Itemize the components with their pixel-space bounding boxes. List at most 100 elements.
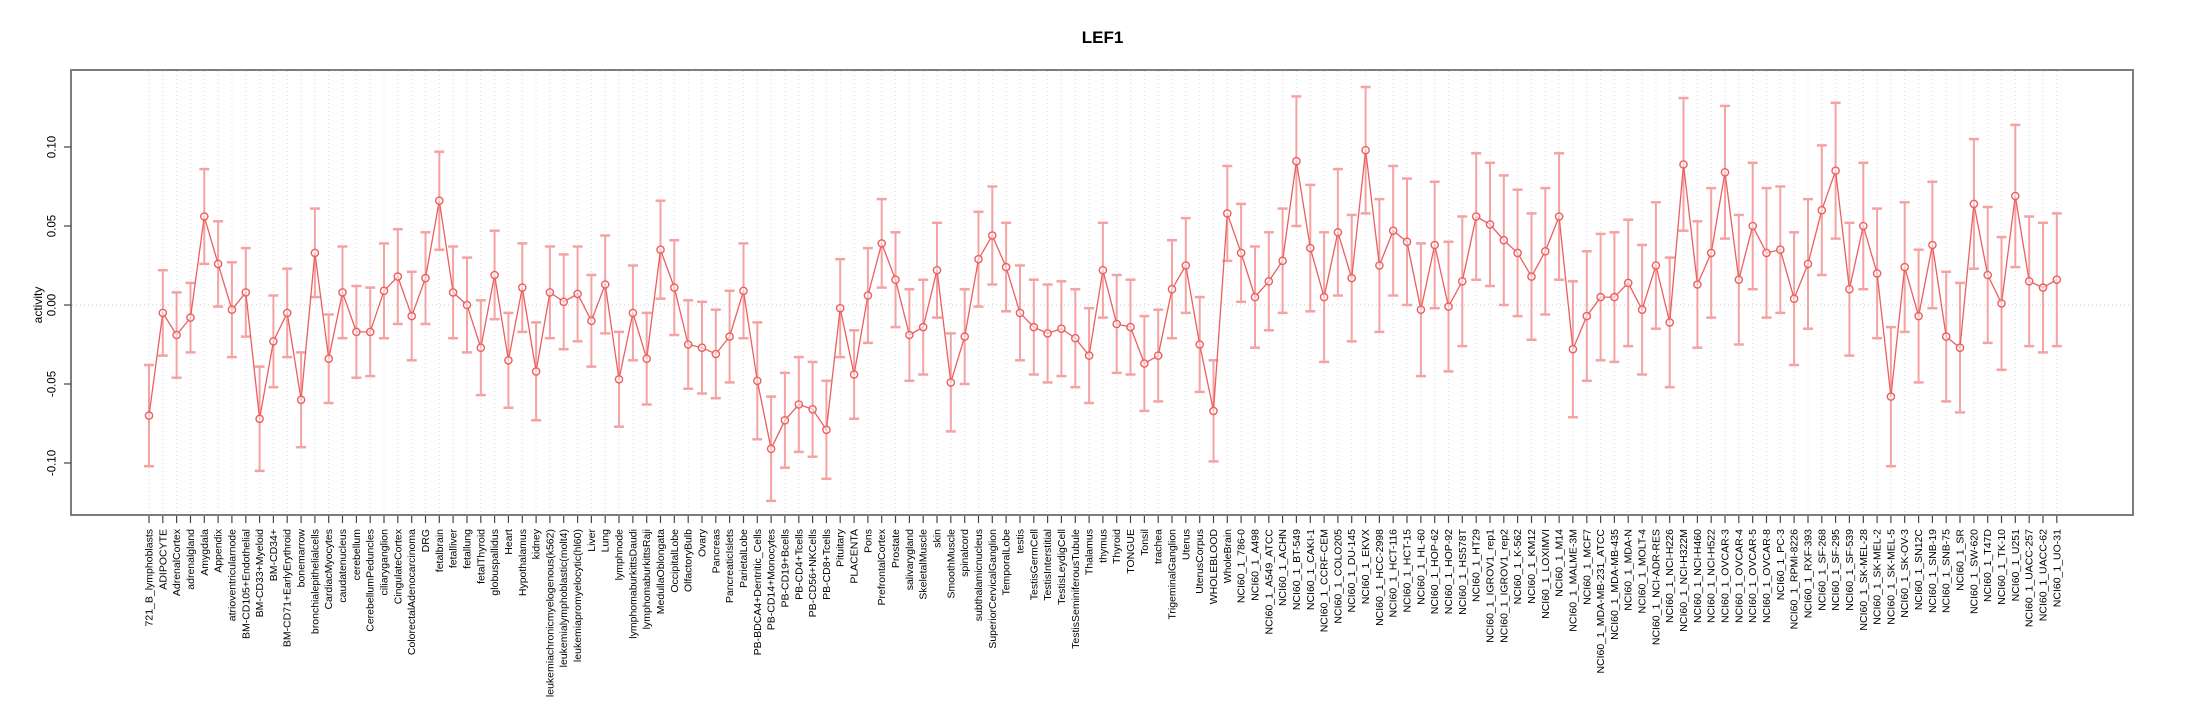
x-tick-label: OccipitalLobe — [669, 529, 681, 593]
x-tick-label: bronchialepithelialcells — [309, 529, 321, 634]
data-point — [573, 289, 582, 299]
x-tick-label: NCI60_1_IGROV1_rep1 — [1485, 529, 1497, 643]
x-tick-label: WholeBrain — [1222, 529, 1234, 583]
x-tick-label: NCI60_1_MALME-3M — [1567, 529, 1579, 632]
data-point — [918, 322, 928, 332]
data-point — [739, 286, 748, 296]
x-tick-label: SuperiorCervicalGanglion — [987, 529, 999, 649]
data-point — [1195, 340, 1204, 349]
data-point — [1776, 245, 1785, 254]
data-point — [877, 239, 887, 248]
x-tick-label: NCI60_1_OVCAR-3 — [1720, 529, 1732, 623]
x-tick-label: NCI60_1_MCF7 — [1581, 529, 1593, 605]
x-tick-label: NCI60_1_NCI-H460 — [1692, 529, 1704, 623]
x-tick-label: 721_B_lymphoblasts — [144, 529, 156, 626]
data-point — [1388, 226, 1398, 235]
x-tick-label: NCI60_1_UACC-257 — [2024, 529, 2036, 627]
data-point — [1665, 318, 1674, 327]
x-tick-label: testis — [1015, 529, 1027, 554]
data-point — [1734, 275, 1744, 285]
data-point — [780, 415, 790, 425]
data-point — [504, 355, 513, 365]
data-point — [1098, 265, 1108, 275]
x-tick-label: BM-CD71+EarlyErythroid — [282, 529, 294, 647]
x-tick-label: NCI60_1_HL-60 — [1415, 529, 1427, 605]
data-point — [545, 288, 555, 297]
data-point — [1513, 248, 1522, 258]
x-tick-label: NCI60_1_HCT-15 — [1402, 529, 1414, 613]
x-tick-label: NCI60_1_MDA-N — [1623, 529, 1635, 611]
data-point — [296, 395, 306, 405]
data-point — [269, 336, 278, 346]
data-point — [656, 245, 665, 254]
data-point — [1706, 248, 1716, 258]
data-point — [1430, 240, 1439, 250]
data-point — [697, 343, 707, 353]
x-tick-label: Heart — [503, 529, 515, 555]
x-tick-label: TestisInterstitial — [1042, 529, 1054, 601]
x-tick-label: NCI60_1_BT-549 — [1291, 529, 1303, 610]
data-point — [1292, 156, 1301, 166]
data-point — [670, 283, 679, 292]
data-point — [1015, 308, 1025, 318]
data-point — [725, 332, 734, 341]
x-tick-label: NCI60_1_MOLT-4 — [1637, 529, 1649, 614]
data-point — [1928, 240, 1937, 250]
data-point — [628, 308, 638, 318]
data-point — [1361, 145, 1370, 155]
data-point — [988, 231, 997, 240]
x-tick-label: Thyroid — [1111, 529, 1123, 564]
x-tick-label: NCI60_1_TK-10 — [1996, 529, 2008, 605]
x-tick-label: Lung — [600, 529, 612, 553]
data-point — [186, 313, 195, 322]
x-tick-label: globuspallidus — [489, 529, 501, 596]
x-tick-label: NCI60_1_RXF-393 — [1803, 529, 1815, 618]
x-tick-label: Pons — [862, 529, 874, 553]
data-point — [932, 265, 942, 275]
x-tick-label: lymphomaburkittsDaudi — [627, 529, 639, 639]
x-tick-label: NCI60_1_NCI-H322M — [1678, 529, 1690, 632]
x-tick-label: NCI60_1_SK-MEL-28 — [1858, 529, 1870, 631]
x-tick-label: NCI60_1_SF-268 — [1816, 529, 1828, 611]
data-point — [1458, 276, 1467, 286]
data-point — [1872, 269, 1882, 278]
x-tick-label: NCI60_1_NCI-ADR-RES — [1650, 529, 1662, 645]
x-tick-label: NCI60_1_SK-MEL-5 — [1885, 529, 1897, 625]
data-point — [1748, 221, 1757, 231]
x-tick-label: NCI60_1_T47D — [1982, 529, 1994, 602]
x-tick-label: NCI60_1_MDA-MB-435 — [1609, 529, 1621, 640]
x-tick-label: NCI60_1_RPMI-8226 — [1789, 529, 1801, 630]
data-point — [1209, 406, 1218, 416]
data-point — [1789, 294, 1799, 304]
x-tick-label: leukemialymphoblastic(molt4) — [558, 529, 570, 667]
data-point — [2024, 276, 2034, 286]
data-point — [1941, 332, 1951, 341]
x-tick-label: cerebellum — [351, 529, 363, 581]
x-tick-label: NCI60_1_UO-31 — [2051, 529, 2063, 607]
x-tick-label: NCI60_1_UACC-62 — [2038, 529, 2050, 621]
data-point — [531, 367, 541, 376]
data-point — [255, 414, 264, 424]
x-tick-label: salivarygland — [904, 529, 916, 590]
x-tick-label: Liver — [586, 529, 598, 552]
data-point — [1112, 319, 1121, 329]
data-point — [158, 308, 168, 318]
x-tick-label: NCI60_1_SNB-19 — [1927, 529, 1939, 613]
data-point — [1499, 235, 1509, 245]
x-tick-label: fetalThyroid — [475, 529, 487, 584]
x-tick-label: NCI60_1_SK-MEL-2 — [1872, 529, 1884, 625]
chart-title: LEF1 — [1081, 28, 1124, 47]
data-point — [1637, 305, 1647, 315]
x-tick-label: TrigeminalGanglion — [1167, 529, 1179, 620]
data-point — [1250, 292, 1260, 302]
x-tick-label: NCI60_1_SF-539 — [1844, 529, 1856, 611]
x-tick-label: NCI60_1_OVCAR-5 — [1747, 529, 1759, 623]
data-point — [1596, 292, 1605, 302]
data-point — [2038, 283, 2048, 292]
data-point — [2052, 275, 2062, 285]
data-point — [766, 444, 776, 454]
data-point — [1084, 351, 1094, 360]
data-point — [1914, 311, 1923, 321]
x-tick-label: caudatenucleus — [337, 529, 349, 603]
